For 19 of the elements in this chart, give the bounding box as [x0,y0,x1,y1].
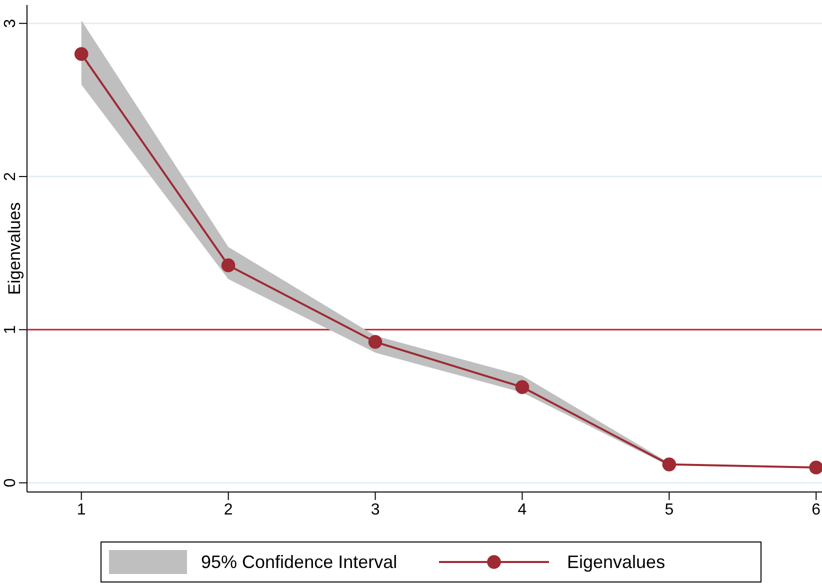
y-tick-label: 2 [2,172,19,181]
x-tick-label: 5 [664,501,674,518]
text: Eigenvalues [567,552,666,572]
y-axis-title: Eigenvalues [5,202,24,295]
point [74,47,88,61]
point [662,458,676,472]
point [809,460,822,474]
x-tick-label: 4 [518,501,527,518]
point [368,335,382,349]
y-tick-label: 0 [2,478,19,488]
point [515,380,530,394]
y-tick-label: 1 [2,325,19,334]
x-tick-label: 3 [370,501,380,518]
y-tick-label: 3 [2,18,19,28]
point [221,258,236,272]
x-tick-label: 6 [812,501,821,518]
legend-label: 95% Confidence Interval [201,552,398,572]
x-tick-label: 2 [224,501,233,518]
x-tick-label: 1 [76,501,86,518]
